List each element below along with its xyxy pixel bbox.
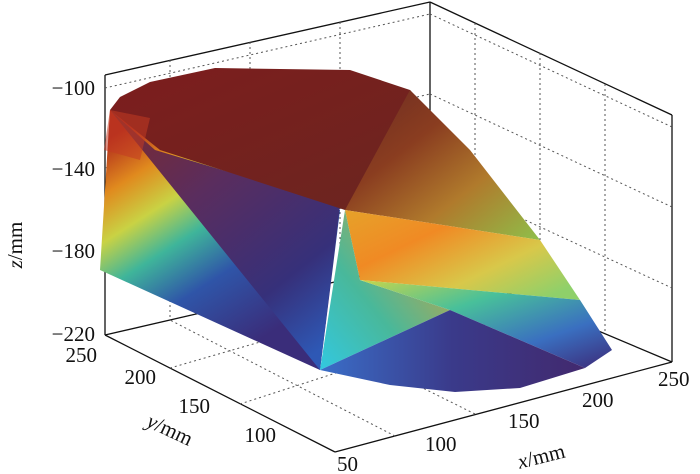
x-tick-label: 100 xyxy=(425,432,457,456)
surface xyxy=(100,68,612,392)
z-tick-label: −100 xyxy=(52,76,95,100)
surface-bottom xyxy=(320,310,585,392)
y-tick-label: 50 xyxy=(337,452,358,474)
z-axis-ticks: −100 −140 −180 −220 xyxy=(52,76,95,346)
z-tick-label: −140 xyxy=(52,157,95,181)
y-tick-label: 150 xyxy=(179,394,211,418)
surface-right-upper xyxy=(345,90,540,240)
y-tick-label: 200 xyxy=(125,365,157,389)
z-axis-unit: /mm xyxy=(3,222,27,261)
x-axis-ticks: 100 150 200 250 xyxy=(425,367,690,456)
z-tick-label: −180 xyxy=(52,239,95,263)
surface-right-lower xyxy=(360,280,612,368)
y-tick-label: 250 xyxy=(66,343,98,367)
z-axis-var: z xyxy=(3,260,27,269)
y-axis-ticks: 250 200 150 100 50 xyxy=(66,343,359,474)
x-axis-unit: /mm xyxy=(524,439,567,472)
x-tick-label: 250 xyxy=(658,367,690,391)
x-axis-label: x/mm xyxy=(514,439,567,474)
z-axis-label: z/mm xyxy=(3,222,27,270)
surface-top xyxy=(110,68,438,210)
surface-cyan xyxy=(320,210,450,370)
y-tick-label: 100 xyxy=(245,423,277,447)
y-axis-unit: /mm xyxy=(152,413,197,451)
surface-purple-region xyxy=(110,110,340,370)
x-tick-label: 200 xyxy=(582,388,614,412)
z-tick-label: −220 xyxy=(52,322,95,346)
x-tick-label: 150 xyxy=(508,409,540,433)
surface-orange xyxy=(345,210,580,300)
surface-highlight xyxy=(104,110,150,160)
